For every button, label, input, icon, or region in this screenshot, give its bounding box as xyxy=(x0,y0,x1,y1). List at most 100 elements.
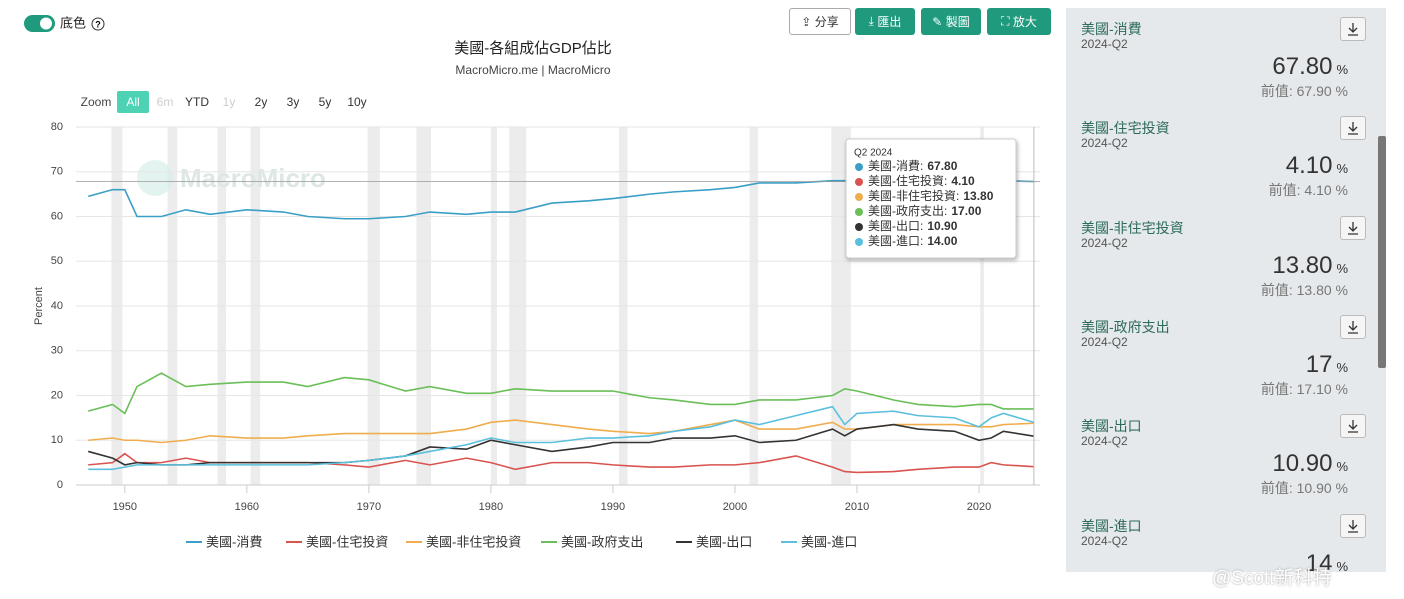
series-line xyxy=(88,405,1035,471)
zoom-option[interactable]: 1y xyxy=(223,95,236,109)
series-line xyxy=(87,423,1035,466)
stat-card: 美國-住宅投資 2024-Q2 4.10% 前值: 4.10 % xyxy=(1066,107,1376,206)
legend-label[interactable]: 美國-消費 xyxy=(206,534,262,549)
card-name: 美國-出口 xyxy=(1081,418,1142,435)
tooltip-item: 美國-消費: 67.80 xyxy=(868,158,958,173)
tooltip-value: 67.80 xyxy=(927,159,957,173)
chart-subtitle: MacroMicro.me | MacroMicro xyxy=(455,63,610,77)
zoom-option[interactable]: 2y xyxy=(255,95,268,109)
tooltip-dot xyxy=(855,208,863,216)
legend-label[interactable]: 美國-出口 xyxy=(696,534,752,549)
export-button[interactable]: ⤓ 匯出 xyxy=(855,8,915,35)
legend-label[interactable]: 美國-進口 xyxy=(801,534,857,549)
legend-label[interactable]: 美國-住宅投資 xyxy=(306,534,388,549)
legend-label[interactable]: 美國-政府支出 xyxy=(561,534,643,549)
zoom-option[interactable]: All xyxy=(126,95,139,109)
y-tick-label: 0 xyxy=(57,479,63,491)
card-number: 13.80 xyxy=(1272,251,1333,279)
plot: All 6m YTD 1y 2y 3y 5y 10y MacroMicro 0 10 20 30 40 50… xyxy=(51,91,1040,549)
card-name: 美國-非住宅投資 xyxy=(1081,219,1184,236)
y-tick-label: 50 xyxy=(51,255,63,267)
scrollbar[interactable] xyxy=(1378,136,1386,368)
zoom-label: Zoom xyxy=(81,95,112,109)
zoom-option[interactable]: 10y xyxy=(347,95,366,109)
card-unit: % xyxy=(1336,62,1348,77)
series-line xyxy=(88,452,1034,474)
download-button[interactable] xyxy=(1340,513,1366,538)
x-tick-label: 1960 xyxy=(235,501,259,513)
tooltip-value: 13.80 xyxy=(963,189,993,203)
x-tick-label: 1970 xyxy=(357,501,381,513)
zoom-option[interactable]: YTD xyxy=(185,95,209,109)
card-previous: 前值: 67.90 % xyxy=(1260,83,1348,99)
x-tick-label: 1990 xyxy=(601,501,625,513)
card-name: 美國-住宅投資 xyxy=(1081,120,1170,137)
y-tick-label: 70 xyxy=(51,166,63,178)
card-number: 17 xyxy=(1305,350,1333,378)
x-tick-label: 2010 xyxy=(845,501,869,513)
tooltip-item: 美國-住宅投資: 4.10 xyxy=(868,173,975,188)
stat-card: 美國-非住宅投資 2024-Q2 13.80% 前值: 13.80 % xyxy=(1066,207,1376,306)
y-tick-label: 30 xyxy=(51,345,63,357)
zoom-option[interactable]: 6m xyxy=(157,95,174,109)
toggle-knob xyxy=(40,17,52,30)
tooltip-dot xyxy=(855,163,863,171)
card-value: 4.10% xyxy=(1286,152,1348,180)
card-number: 14 xyxy=(1305,549,1333,573)
button-label: 製圖 xyxy=(945,15,970,29)
card-number: 67.80 xyxy=(1272,53,1333,80)
series-line xyxy=(87,372,1034,415)
card-previous: 前值: 13.80 % xyxy=(1260,281,1348,298)
tooltip-item: 美國-非住宅投資: 13.80 xyxy=(868,188,994,203)
card-value: 14% xyxy=(1306,550,1348,573)
legend-label[interactable]: 美國-非住宅投資 xyxy=(426,534,521,549)
tooltip-title: Q2 2024 xyxy=(854,148,893,159)
y-tick-label: 10 xyxy=(51,434,63,446)
download-button[interactable] xyxy=(1340,414,1366,439)
watermark: MacroMicro xyxy=(180,163,326,193)
tooltip-label: 美國-進口: xyxy=(868,234,923,248)
card-previous: 前值: 17.10 % xyxy=(1260,380,1348,397)
card-number: 4.10 xyxy=(1285,152,1333,180)
button-label: 分享 xyxy=(814,15,839,29)
tooltip-label: 美國-消費: xyxy=(868,158,923,173)
y-axis-label: Percent xyxy=(33,287,45,325)
card-value: 10.90% xyxy=(1272,450,1348,478)
x-tick-label: 2020 xyxy=(967,501,991,513)
tooltip-box xyxy=(845,138,1017,259)
zoom-option[interactable]: 5y xyxy=(319,95,332,109)
card-previous: 前值: 4.10 % xyxy=(1268,182,1348,199)
draw-button[interactable]: ✎ 製圖 xyxy=(921,8,981,35)
help-icon[interactable] xyxy=(91,17,105,31)
tooltip-value: 4.10 xyxy=(951,174,975,188)
series-line xyxy=(88,419,1034,444)
tooltip-item: 美國-政府支出: 17.00 xyxy=(868,203,982,218)
download-button[interactable] xyxy=(1340,17,1366,41)
card-previous: 前值: 10.90 % xyxy=(1260,480,1348,497)
card-date: 2024-Q2 xyxy=(1081,434,1128,449)
tooltip-item: 美國-出口: 10.90 xyxy=(868,219,958,233)
card-value: 67.80% xyxy=(1272,53,1348,81)
download-button[interactable] xyxy=(1340,314,1366,339)
tooltip-value: 14.00 xyxy=(927,234,957,248)
y-tick-label: 20 xyxy=(51,389,63,401)
download-button[interactable] xyxy=(1340,116,1366,141)
card-date: 2024-Q2 xyxy=(1081,334,1128,349)
card-date: 2024-Q2 xyxy=(1081,533,1128,548)
card-date: 2024-Q2 xyxy=(1081,37,1128,51)
y-tick-label: 60 xyxy=(51,210,63,222)
zoom-option[interactable]: 3y xyxy=(287,95,300,109)
card-name: 美國-進口 xyxy=(1081,517,1142,534)
zoom-button[interactable]: ⛶ 放大 xyxy=(987,8,1051,35)
card-number: 10.90 xyxy=(1272,450,1333,478)
y-tick-label: 40 xyxy=(51,300,63,312)
download-button[interactable] xyxy=(1340,215,1366,240)
credit: @Scott新科特 xyxy=(1212,568,1332,589)
tooltip-label: 美國-非住宅投資: xyxy=(868,188,959,203)
card-unit: % xyxy=(1336,558,1348,573)
share-button[interactable]: ⇪ 分享 xyxy=(789,8,851,35)
x-tick-label: 2000 xyxy=(723,501,747,513)
tooltip-label: 美國-政府支出: xyxy=(868,203,947,218)
chart: 底色 ? 美國-各組成佔GDP佔比 MacroMicro.me | MacroM… xyxy=(24,15,1040,549)
